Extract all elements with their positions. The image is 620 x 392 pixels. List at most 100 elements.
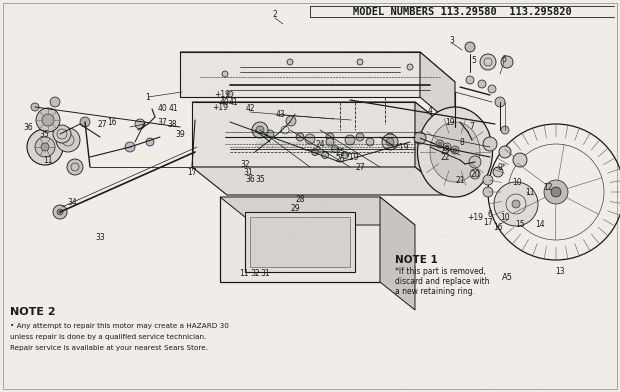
Text: MODEL NUMBERS 113.29580  113.295820: MODEL NUMBERS 113.29580 113.295820 <box>353 7 572 17</box>
Circle shape <box>436 140 444 148</box>
Text: 31: 31 <box>260 270 270 278</box>
Circle shape <box>407 64 413 70</box>
Text: 16: 16 <box>493 223 503 232</box>
Bar <box>250 217 350 267</box>
Circle shape <box>342 151 348 158</box>
Polygon shape <box>180 52 420 97</box>
Text: 20: 20 <box>470 169 480 178</box>
Text: 37: 37 <box>157 118 167 127</box>
Text: 35: 35 <box>39 129 49 138</box>
Text: 27: 27 <box>355 163 365 172</box>
Text: 24: 24 <box>315 140 325 149</box>
Circle shape <box>443 143 451 151</box>
Circle shape <box>53 205 67 219</box>
Text: 42: 42 <box>245 103 255 113</box>
Text: 2: 2 <box>273 9 277 18</box>
Polygon shape <box>420 52 455 127</box>
Text: +19: +19 <box>212 102 228 111</box>
Circle shape <box>483 137 497 151</box>
Text: 11: 11 <box>43 156 53 165</box>
Circle shape <box>501 126 509 134</box>
Polygon shape <box>380 197 415 310</box>
Text: a new retaining ring.: a new retaining ring. <box>395 287 475 296</box>
Text: unless repair is done by a qualified service technician.: unless repair is done by a qualified ser… <box>10 334 206 340</box>
Text: 40: 40 <box>219 98 229 107</box>
Circle shape <box>478 80 486 88</box>
Circle shape <box>296 133 304 141</box>
Text: 32: 32 <box>240 160 250 169</box>
Text: 25: 25 <box>335 147 345 156</box>
Circle shape <box>286 116 296 126</box>
Text: 41: 41 <box>168 103 178 113</box>
Text: 35: 35 <box>255 174 265 183</box>
Text: discard and replace with: discard and replace with <box>395 278 490 287</box>
Text: 27: 27 <box>97 120 107 129</box>
Circle shape <box>386 133 394 141</box>
Circle shape <box>326 138 334 146</box>
Circle shape <box>53 125 71 143</box>
Text: +19: +19 <box>214 89 230 98</box>
Text: 32: 32 <box>250 270 260 278</box>
Text: A5: A5 <box>502 272 513 281</box>
Text: 14: 14 <box>535 220 545 229</box>
Text: 13: 13 <box>555 267 565 276</box>
Circle shape <box>466 76 474 84</box>
Circle shape <box>41 143 49 151</box>
Circle shape <box>222 71 228 77</box>
Text: 10: 10 <box>512 178 522 187</box>
Text: 38: 38 <box>167 120 177 129</box>
Text: 36: 36 <box>23 123 33 131</box>
Text: 17: 17 <box>483 218 493 227</box>
Polygon shape <box>192 167 450 195</box>
Circle shape <box>451 146 459 154</box>
Text: 41: 41 <box>228 98 238 107</box>
Text: 3: 3 <box>450 36 454 45</box>
Circle shape <box>305 134 315 144</box>
Text: 12: 12 <box>543 183 553 192</box>
Text: 28: 28 <box>295 194 305 203</box>
Circle shape <box>42 114 54 126</box>
Circle shape <box>227 91 233 97</box>
Circle shape <box>345 135 355 145</box>
Circle shape <box>36 108 60 132</box>
Circle shape <box>414 132 426 144</box>
Ellipse shape <box>417 107 492 197</box>
Circle shape <box>322 151 329 158</box>
Text: NOTE 1: NOTE 1 <box>395 255 438 265</box>
Text: 6: 6 <box>502 54 507 64</box>
Circle shape <box>438 142 442 146</box>
Circle shape <box>67 159 83 175</box>
Circle shape <box>287 59 293 65</box>
Circle shape <box>135 119 145 129</box>
Text: 36: 36 <box>245 174 255 183</box>
Circle shape <box>512 200 520 208</box>
Circle shape <box>311 149 319 156</box>
Text: 16: 16 <box>107 118 117 127</box>
Text: 11: 11 <box>239 270 249 278</box>
Circle shape <box>488 85 496 93</box>
Text: 5: 5 <box>472 56 476 65</box>
Circle shape <box>494 182 538 226</box>
Circle shape <box>453 148 457 152</box>
Circle shape <box>445 145 449 149</box>
Text: *19: *19 <box>396 143 409 151</box>
Circle shape <box>513 153 527 167</box>
Text: 15: 15 <box>515 220 525 229</box>
Circle shape <box>551 187 561 197</box>
Circle shape <box>57 209 63 215</box>
Circle shape <box>386 138 394 146</box>
Text: 26: 26 <box>335 154 345 163</box>
Text: 21: 21 <box>455 176 465 185</box>
Text: *19: *19 <box>345 152 359 162</box>
Text: 6: 6 <box>487 209 492 218</box>
Circle shape <box>495 97 505 107</box>
Text: 40: 40 <box>157 103 167 113</box>
Circle shape <box>332 145 339 152</box>
Circle shape <box>50 97 60 107</box>
Text: Repair service is available at your nearest Sears Store.: Repair service is available at your near… <box>10 345 208 351</box>
Text: 23: 23 <box>440 145 450 154</box>
Circle shape <box>56 128 80 152</box>
Circle shape <box>266 130 274 138</box>
Text: 43: 43 <box>275 109 285 118</box>
Circle shape <box>125 142 135 152</box>
